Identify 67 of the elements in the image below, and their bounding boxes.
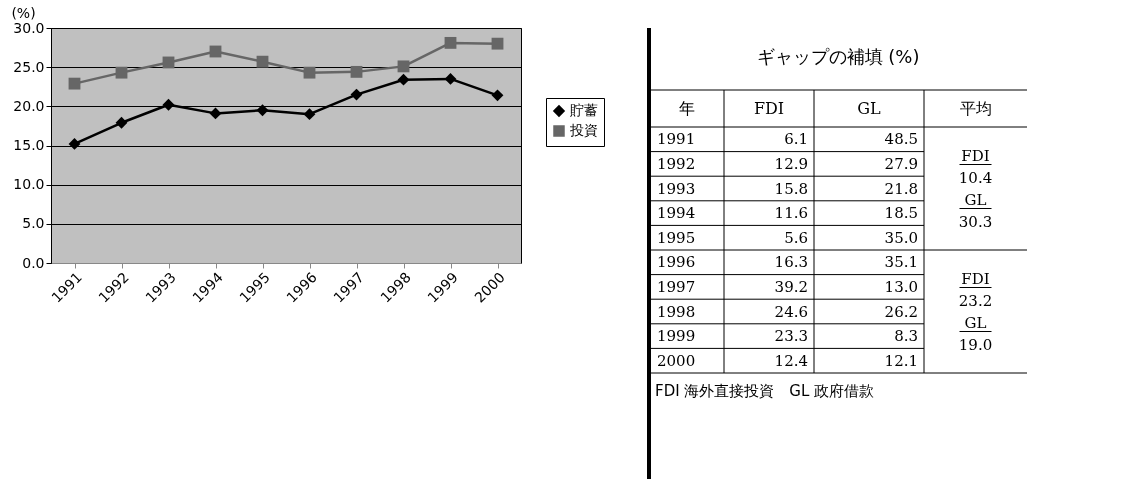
data-label: 11.6	[774, 204, 808, 223]
y-tick-label: 1999	[657, 327, 696, 346]
data-label: 6.1	[784, 130, 808, 149]
point	[68, 77, 81, 90]
text: 年	[678, 98, 695, 118]
data-label: 8.3	[894, 327, 918, 346]
y-tick-label: 1993	[657, 179, 696, 198]
y-tick-label: 1991	[657, 130, 696, 149]
text: 平均	[959, 98, 992, 118]
y-tick-label: 10.0	[13, 176, 45, 193]
legend-label: 投資	[569, 122, 598, 138]
point	[303, 66, 316, 79]
y-tick-label: 20.0	[13, 97, 45, 114]
text: 10.4	[958, 168, 993, 187]
y-tick-label: 1994	[657, 204, 696, 223]
point	[491, 37, 504, 50]
point	[209, 107, 222, 120]
data-label: 12.4	[774, 351, 808, 370]
y-tick-label: 15.0	[13, 137, 45, 153]
point	[256, 55, 269, 68]
point	[444, 36, 457, 49]
data-label: 27.9	[884, 154, 918, 173]
y-tick-label: 1996	[657, 253, 696, 272]
text: FDI	[961, 146, 990, 165]
y-tick-label: 1995	[657, 228, 696, 247]
point	[256, 104, 269, 117]
point	[444, 73, 457, 85]
point	[397, 60, 410, 73]
y-tick-label: 5.0	[22, 215, 45, 232]
point	[491, 89, 504, 102]
y-tick-label: 30.0	[13, 19, 45, 36]
data-label: 26.2	[884, 302, 918, 321]
text: FDI 海外直接投資 GL 政府借款	[655, 382, 875, 400]
point	[115, 116, 128, 129]
legend-label: 貯蓄	[570, 102, 598, 118]
text: 30.3	[958, 212, 993, 231]
point	[162, 98, 175, 111]
data-label: 5.6	[784, 228, 808, 247]
point	[350, 65, 363, 78]
data-label: 13.0	[884, 277, 918, 296]
y-tick-label: 0.0	[22, 254, 45, 271]
text: GL	[964, 190, 987, 209]
text: 23.2	[958, 291, 993, 310]
data-label: 15.8	[774, 179, 808, 198]
data-label: 18.5	[884, 204, 918, 223]
y-tick-label: 1998	[657, 302, 696, 321]
data-label: 24.6	[774, 302, 808, 321]
y-tick-label: 1992	[657, 154, 696, 173]
y-tick-label: 25.0	[13, 58, 45, 75]
data-label: 12.1	[884, 351, 918, 370]
text: 19.0	[958, 335, 993, 354]
data-label: 16.3	[774, 253, 808, 272]
chart-title: ギャップの補填 (%)	[756, 46, 920, 67]
point	[397, 73, 410, 86]
data-label: 39.2	[774, 277, 808, 296]
y-tick-label: 2000	[657, 351, 696, 370]
data-label: 35.1	[884, 253, 918, 272]
text: GL	[964, 313, 987, 332]
data-label: 35.0	[884, 228, 918, 247]
point	[115, 66, 128, 79]
data-label: 21.8	[884, 179, 918, 198]
point	[68, 138, 81, 150]
data-label: 23.3	[774, 327, 808, 346]
point	[303, 108, 316, 121]
y-axis-title: (%)	[11, 4, 36, 21]
data-label: 12.9	[774, 154, 808, 173]
data-label: 48.5	[884, 130, 918, 149]
